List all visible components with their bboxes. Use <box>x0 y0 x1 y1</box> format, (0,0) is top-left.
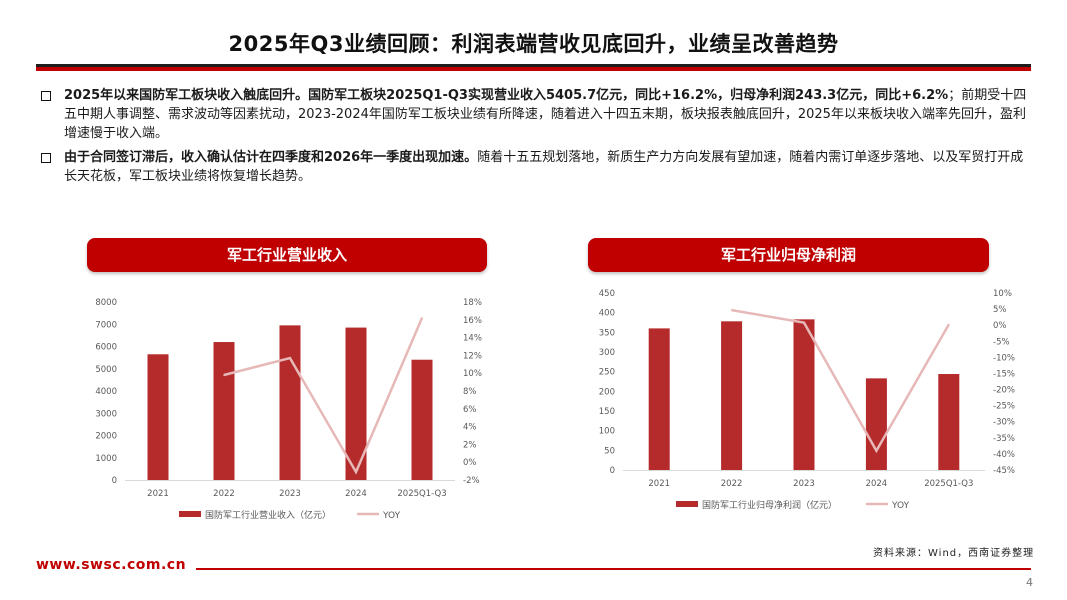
right-axis-tick-label: 18% <box>463 298 482 308</box>
left-axis-tick-label: 7000 <box>95 320 117 330</box>
left-axis-tick-label: 3000 <box>95 409 117 419</box>
bar-2023 <box>793 319 815 470</box>
yoy-point-2022 <box>223 374 225 376</box>
bar-2022 <box>721 321 743 470</box>
yoy-point-2022 <box>730 309 733 311</box>
bar-2021 <box>147 354 169 480</box>
right-axis-tick-label: 2% <box>463 440 477 450</box>
right-axis-tick-label: -15% <box>993 369 1015 379</box>
x-axis-tick-label: 2024 <box>345 489 367 499</box>
bar-2025Q1-Q3 <box>938 374 960 470</box>
bullet-text: ；前期受十四五中期人事调整、需求波动等因素扰动，2023-2024年国防军工板块… <box>64 88 1027 141</box>
left-axis-tick-label: 1000 <box>95 454 117 464</box>
right-axis-tick-label: 10% <box>993 289 1012 299</box>
bullet-bold-text: 2025年以来国防军工板块收入触底回升。国防军工板块2025Q1-Q3实现营业收… <box>64 88 949 103</box>
right-axis-tick-label: 14% <box>463 334 482 344</box>
bar-2024 <box>345 327 367 480</box>
bar-2024 <box>865 378 887 470</box>
right-axis-tick-label: -30% <box>993 418 1015 428</box>
legend-bar-label: 国防军工行业归母净利润（亿元） <box>702 499 837 511</box>
x-axis-tick-label: 2025Q1-Q3 <box>397 489 446 499</box>
left-axis-tick-label: 350 <box>599 328 615 338</box>
yoy-point-2025Q1-Q3 <box>421 317 423 319</box>
left-axis-tick-label: 150 <box>599 407 615 417</box>
right-axis-tick-label: -35% <box>993 434 1015 444</box>
yoy-point-2025Q1-Q3 <box>948 323 950 326</box>
left-axis-tick-label: 0 <box>610 466 615 476</box>
x-axis-tick-label: 2021 <box>648 479 670 489</box>
left-axis-tick-label: 400 <box>599 309 615 319</box>
left-axis-tick-label: 0 <box>112 476 117 486</box>
right-axis-tick-label: 8% <box>463 387 477 397</box>
source-note: 资料来源：Wind，西南证券整理 <box>873 548 1035 559</box>
yoy-point-2023 <box>289 357 291 359</box>
right-axis-tick-label: -45% <box>993 466 1015 476</box>
title-divider <box>36 64 1031 67</box>
chart-title-revenue: 军工行业营业收入 <box>87 238 487 272</box>
x-axis-tick-label: 2023 <box>279 489 301 499</box>
yoy-point-2024 <box>875 449 878 452</box>
yoy-line <box>223 317 424 475</box>
right-axis-tick-label: 0% <box>993 321 1007 331</box>
left-axis-tick-label: 8000 <box>95 298 117 308</box>
right-axis-tick-label: 10% <box>463 369 482 379</box>
right-axis-tick-label: -40% <box>993 450 1015 460</box>
footer-url-link[interactable]: www.swsc.com.cn <box>36 557 187 573</box>
left-axis-tick-label: 50 <box>604 446 615 456</box>
legend-bar-label: 国防军工行业营业收入（亿元） <box>205 509 331 521</box>
left-axis-tick-label: 300 <box>599 348 615 358</box>
left-axis-tick-label: 5000 <box>95 365 117 375</box>
x-axis-tick-label: 2022 <box>721 479 743 489</box>
left-axis-tick-label: 450 <box>599 289 615 299</box>
legend-bar-swatch <box>676 501 698 507</box>
legend-line-label: YOY <box>382 511 401 521</box>
title-divider-accent <box>36 67 1031 71</box>
right-axis-tick-label: 0% <box>463 458 477 468</box>
bullet-item: 2025年以来国防军工板块收入触底回升。国防军工板块2025Q1-Q3实现营业收… <box>40 86 1030 143</box>
bar-2025Q1-Q3 <box>411 359 433 480</box>
bullet-list: 2025年以来国防军工板块收入触底回升。国防军工板块2025Q1-Q3实现营业收… <box>40 86 1030 191</box>
legend-bar-swatch <box>179 511 201 517</box>
footer-divider <box>196 568 1031 570</box>
bar-2021 <box>648 328 670 470</box>
right-axis-tick-label: -2% <box>463 476 480 486</box>
right-axis-tick-label: 16% <box>463 316 482 326</box>
right-axis-tick-label: -10% <box>993 353 1015 363</box>
bullet-item: 由于合同签订滞后，收入确认估计在四季度和2026年一季度出现加速。随着十五五规划… <box>40 148 1030 186</box>
x-axis-tick-label: 2024 <box>866 479 888 489</box>
left-axis-tick-label: 200 <box>599 387 615 397</box>
left-axis-tick-label: 2000 <box>95 432 117 442</box>
right-axis-tick-label: -25% <box>993 402 1015 412</box>
right-axis-tick-label: -20% <box>993 386 1015 396</box>
bullet-text: 随着十五五规划落地，新质生产力方向发展有望加速，随着内需订单逐步落地、以及军贸打… <box>64 150 1024 184</box>
legend-line-label: YOY <box>891 501 910 511</box>
left-axis-tick-label: 250 <box>599 368 615 378</box>
x-axis-tick-label: 2021 <box>147 489 169 499</box>
net-profit-chart: 0 50 100 150 200 250 300 350 400 450 -45% -40% -35% -… <box>599 289 1015 511</box>
chart-title-net-profit: 军工行业归母净利润 <box>588 238 989 272</box>
revenue-chart: 0 1000 2000 3000 4000 5000 6000 7000 8000 -2% 0% 2%… <box>95 298 482 521</box>
square-bullet-icon <box>41 153 51 163</box>
x-axis-tick-label: 2025Q1-Q3 <box>924 479 973 489</box>
right-axis-tick-label: 5% <box>993 305 1007 315</box>
left-axis-tick-label: 6000 <box>95 343 117 353</box>
square-bullet-icon <box>41 91 51 101</box>
page-title: 2025年Q3业绩回顾：利润表端营收见底回升，业绩呈改善趋势 <box>228 32 839 56</box>
x-axis-tick-label: 2023 <box>793 479 815 489</box>
left-axis-tick-label: 4000 <box>95 387 117 397</box>
yoy-point-2023 <box>803 321 805 324</box>
x-axis-tick-label: 2022 <box>213 489 235 499</box>
left-axis-tick-label: 100 <box>599 427 615 437</box>
yoy-line <box>731 308 950 454</box>
yoy-point-2024 <box>355 471 357 473</box>
right-axis-tick-label: 12% <box>463 351 482 361</box>
right-axis-tick-label: 6% <box>463 405 477 415</box>
bar-2022 <box>213 342 235 480</box>
right-axis-tick-label: -5% <box>993 337 1010 347</box>
right-axis-tick-label: 4% <box>463 423 477 433</box>
page-number: 4 <box>1026 576 1033 589</box>
bullet-bold-text: 由于合同签订滞后，收入确认估计在四季度和2026年一季度出现加速。 <box>64 150 478 165</box>
bar-2023 <box>279 325 301 480</box>
